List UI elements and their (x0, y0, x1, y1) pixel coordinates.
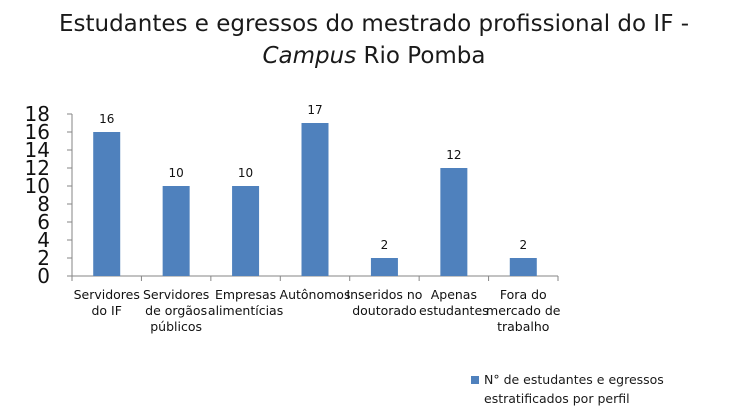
y-tick-label: 18 (25, 102, 50, 126)
y-tick-label: 0 (37, 264, 50, 288)
bar (440, 168, 468, 276)
title-line-2: Campus Rio Pomba (0, 40, 748, 72)
y-tick-label: 16 (25, 120, 50, 144)
category-label: Servidores de orgãos públicos (143, 287, 209, 334)
bar (301, 123, 329, 276)
bar (93, 132, 121, 276)
y-tick-label: 4 (37, 228, 50, 252)
data-label: 10 (238, 166, 253, 180)
data-label: 2 (519, 238, 527, 252)
y-tick-label: 14 (25, 138, 50, 162)
bar (509, 258, 537, 276)
bar (370, 258, 398, 276)
bar (162, 186, 190, 276)
category-label: Autônomos (280, 287, 351, 302)
chart-title: Estudantes e egressos do mestrado profis… (0, 8, 748, 72)
legend-label: N° de estudantes e egressos estratificad… (484, 372, 664, 406)
data-label: 2 (381, 238, 389, 252)
data-label: 17 (307, 103, 322, 117)
y-tick-label: 6 (37, 210, 50, 234)
y-tick-label: 2 (37, 246, 50, 270)
bar (232, 186, 260, 276)
legend: N° de estudantes e egressos estratificad… (471, 370, 746, 408)
y-tick-label: 12 (25, 156, 50, 180)
data-label: 12 (446, 148, 461, 162)
category-label: Fora do mercado de trabalho (486, 287, 561, 334)
category-label: Servidores do IF (74, 287, 140, 318)
data-label: 10 (169, 166, 184, 180)
legend-swatch (471, 376, 479, 384)
y-tick-label: 8 (37, 192, 50, 216)
title-line-1: Estudantes e egressos do mestrado profis… (58, 11, 690, 37)
title-italic-word: Campus (262, 43, 357, 69)
y-tick-label: 10 (25, 174, 50, 198)
data-label: 16 (99, 112, 114, 126)
category-label: Inseridos no doutorado (346, 287, 422, 318)
category-label: Empresas alimentícias (208, 287, 283, 318)
category-label: Apenas estudantes (419, 287, 489, 318)
title-rest: Rio Pomba (356, 43, 486, 69)
